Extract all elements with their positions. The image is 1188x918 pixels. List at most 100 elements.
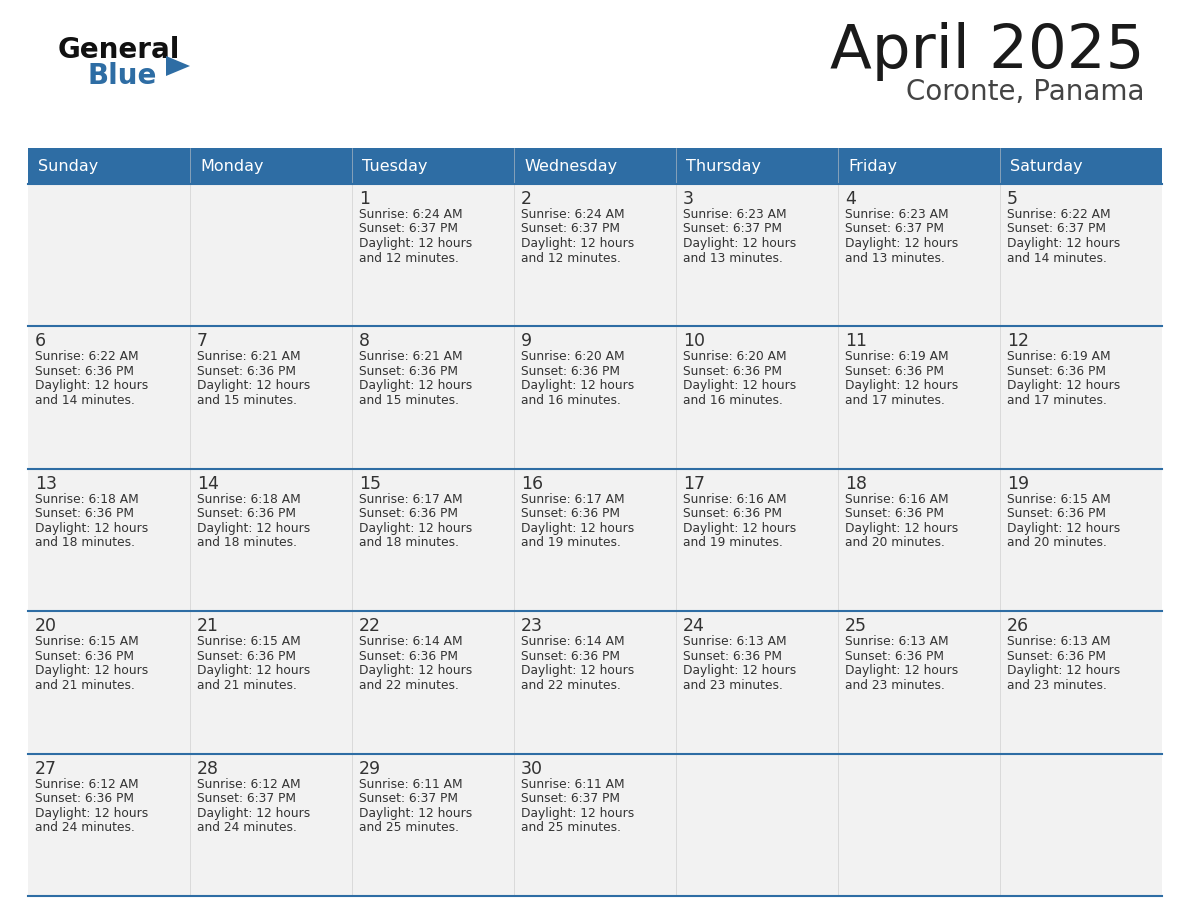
Bar [514, 184, 676, 327]
Text: Sunrise: 6:21 AM: Sunrise: 6:21 AM [197, 351, 301, 364]
Text: 29: 29 [359, 759, 381, 778]
Bar [1000, 148, 1162, 184]
Text: Sunset: 6:36 PM: Sunset: 6:36 PM [1007, 508, 1106, 521]
Bar [838, 611, 1000, 754]
Text: Sunrise: 6:22 AM: Sunrise: 6:22 AM [1007, 208, 1111, 221]
Text: 2: 2 [522, 190, 532, 208]
Text: and 24 minutes.: and 24 minutes. [34, 821, 135, 834]
Text: and 21 minutes.: and 21 minutes. [34, 678, 135, 691]
Text: 18: 18 [845, 475, 867, 493]
Text: and 17 minutes.: and 17 minutes. [1007, 394, 1107, 407]
Text: and 15 minutes.: and 15 minutes. [197, 394, 297, 407]
Text: Sunset: 6:36 PM: Sunset: 6:36 PM [522, 508, 620, 521]
Text: and 25 minutes.: and 25 minutes. [359, 821, 459, 834]
Text: Thursday: Thursday [685, 159, 762, 174]
Text: Daylight: 12 hours: Daylight: 12 hours [359, 665, 473, 677]
Text: Sunset: 6:36 PM: Sunset: 6:36 PM [34, 650, 134, 663]
Text: and 12 minutes.: and 12 minutes. [359, 252, 459, 264]
Text: and 22 minutes.: and 22 minutes. [522, 678, 621, 691]
Bar [352, 184, 514, 327]
Text: Daylight: 12 hours: Daylight: 12 hours [197, 807, 310, 820]
Bar [838, 327, 1000, 469]
Text: Sunrise: 6:14 AM: Sunrise: 6:14 AM [522, 635, 625, 648]
Bar [514, 148, 676, 184]
Text: Daylight: 12 hours: Daylight: 12 hours [845, 379, 959, 392]
Text: Daylight: 12 hours: Daylight: 12 hours [683, 237, 796, 250]
Bar [676, 148, 838, 184]
Bar [838, 754, 1000, 896]
Bar [514, 754, 676, 896]
Text: Sunrise: 6:23 AM: Sunrise: 6:23 AM [683, 208, 786, 221]
Text: Sunset: 6:36 PM: Sunset: 6:36 PM [34, 364, 134, 378]
Bar [838, 148, 1000, 184]
Text: 25: 25 [845, 617, 867, 635]
Text: Sunset: 6:36 PM: Sunset: 6:36 PM [683, 508, 782, 521]
Text: and 19 minutes.: and 19 minutes. [522, 536, 621, 549]
Bar [1000, 611, 1162, 754]
Bar [838, 184, 1000, 327]
Text: Daylight: 12 hours: Daylight: 12 hours [683, 521, 796, 535]
Text: Sunset: 6:37 PM: Sunset: 6:37 PM [845, 222, 944, 236]
Text: Daylight: 12 hours: Daylight: 12 hours [522, 521, 634, 535]
Text: and 23 minutes.: and 23 minutes. [845, 678, 944, 691]
Text: 12: 12 [1007, 332, 1029, 351]
Text: Sunset: 6:37 PM: Sunset: 6:37 PM [197, 792, 296, 805]
Text: 28: 28 [197, 759, 219, 778]
Text: 3: 3 [683, 190, 694, 208]
Text: 5: 5 [1007, 190, 1018, 208]
Text: 17: 17 [683, 475, 704, 493]
Text: Friday: Friday [848, 159, 897, 174]
Text: and 18 minutes.: and 18 minutes. [359, 536, 459, 549]
Text: 24: 24 [683, 617, 704, 635]
Text: 6: 6 [34, 332, 46, 351]
Text: Daylight: 12 hours: Daylight: 12 hours [522, 807, 634, 820]
Bar [676, 469, 838, 611]
Text: Sunset: 6:37 PM: Sunset: 6:37 PM [683, 222, 782, 236]
Text: and 13 minutes.: and 13 minutes. [845, 252, 944, 264]
Text: 26: 26 [1007, 617, 1029, 635]
Bar [190, 754, 352, 896]
Text: Sunrise: 6:24 AM: Sunrise: 6:24 AM [359, 208, 462, 221]
Text: Daylight: 12 hours: Daylight: 12 hours [359, 807, 473, 820]
Text: 20: 20 [34, 617, 57, 635]
Text: Sunset: 6:36 PM: Sunset: 6:36 PM [359, 650, 459, 663]
Bar [29, 148, 190, 184]
Text: Daylight: 12 hours: Daylight: 12 hours [197, 665, 310, 677]
Text: Sunset: 6:37 PM: Sunset: 6:37 PM [359, 222, 459, 236]
Bar [352, 754, 514, 896]
Bar [29, 754, 190, 896]
Text: Sunrise: 6:18 AM: Sunrise: 6:18 AM [34, 493, 139, 506]
Bar [1000, 184, 1162, 327]
Text: Daylight: 12 hours: Daylight: 12 hours [845, 665, 959, 677]
Text: Tuesday: Tuesday [362, 159, 428, 174]
Text: Sunrise: 6:15 AM: Sunrise: 6:15 AM [1007, 493, 1111, 506]
Text: and 16 minutes.: and 16 minutes. [522, 394, 621, 407]
Text: Sunrise: 6:14 AM: Sunrise: 6:14 AM [359, 635, 462, 648]
Bar [352, 148, 514, 184]
Text: and 18 minutes.: and 18 minutes. [197, 536, 297, 549]
Text: and 19 minutes.: and 19 minutes. [683, 536, 783, 549]
Text: Daylight: 12 hours: Daylight: 12 hours [845, 521, 959, 535]
Bar [352, 327, 514, 469]
Bar [676, 754, 838, 896]
Text: Sunrise: 6:11 AM: Sunrise: 6:11 AM [359, 778, 462, 790]
Text: Sunrise: 6:21 AM: Sunrise: 6:21 AM [359, 351, 462, 364]
Text: Sunset: 6:36 PM: Sunset: 6:36 PM [522, 650, 620, 663]
Text: and 22 minutes.: and 22 minutes. [359, 678, 459, 691]
Text: Sunrise: 6:22 AM: Sunrise: 6:22 AM [34, 351, 139, 364]
Text: 10: 10 [683, 332, 704, 351]
Text: 14: 14 [197, 475, 219, 493]
Text: 15: 15 [359, 475, 381, 493]
Text: Daylight: 12 hours: Daylight: 12 hours [359, 521, 473, 535]
Text: and 20 minutes.: and 20 minutes. [1007, 536, 1107, 549]
Text: Sunrise: 6:17 AM: Sunrise: 6:17 AM [359, 493, 462, 506]
Text: Daylight: 12 hours: Daylight: 12 hours [522, 379, 634, 392]
Text: Daylight: 12 hours: Daylight: 12 hours [359, 379, 473, 392]
Text: 11: 11 [845, 332, 867, 351]
Text: and 13 minutes.: and 13 minutes. [683, 252, 783, 264]
Text: 13: 13 [34, 475, 57, 493]
Polygon shape [166, 56, 190, 76]
Text: 7: 7 [197, 332, 208, 351]
Text: Daylight: 12 hours: Daylight: 12 hours [683, 379, 796, 392]
Text: and 24 minutes.: and 24 minutes. [197, 821, 297, 834]
